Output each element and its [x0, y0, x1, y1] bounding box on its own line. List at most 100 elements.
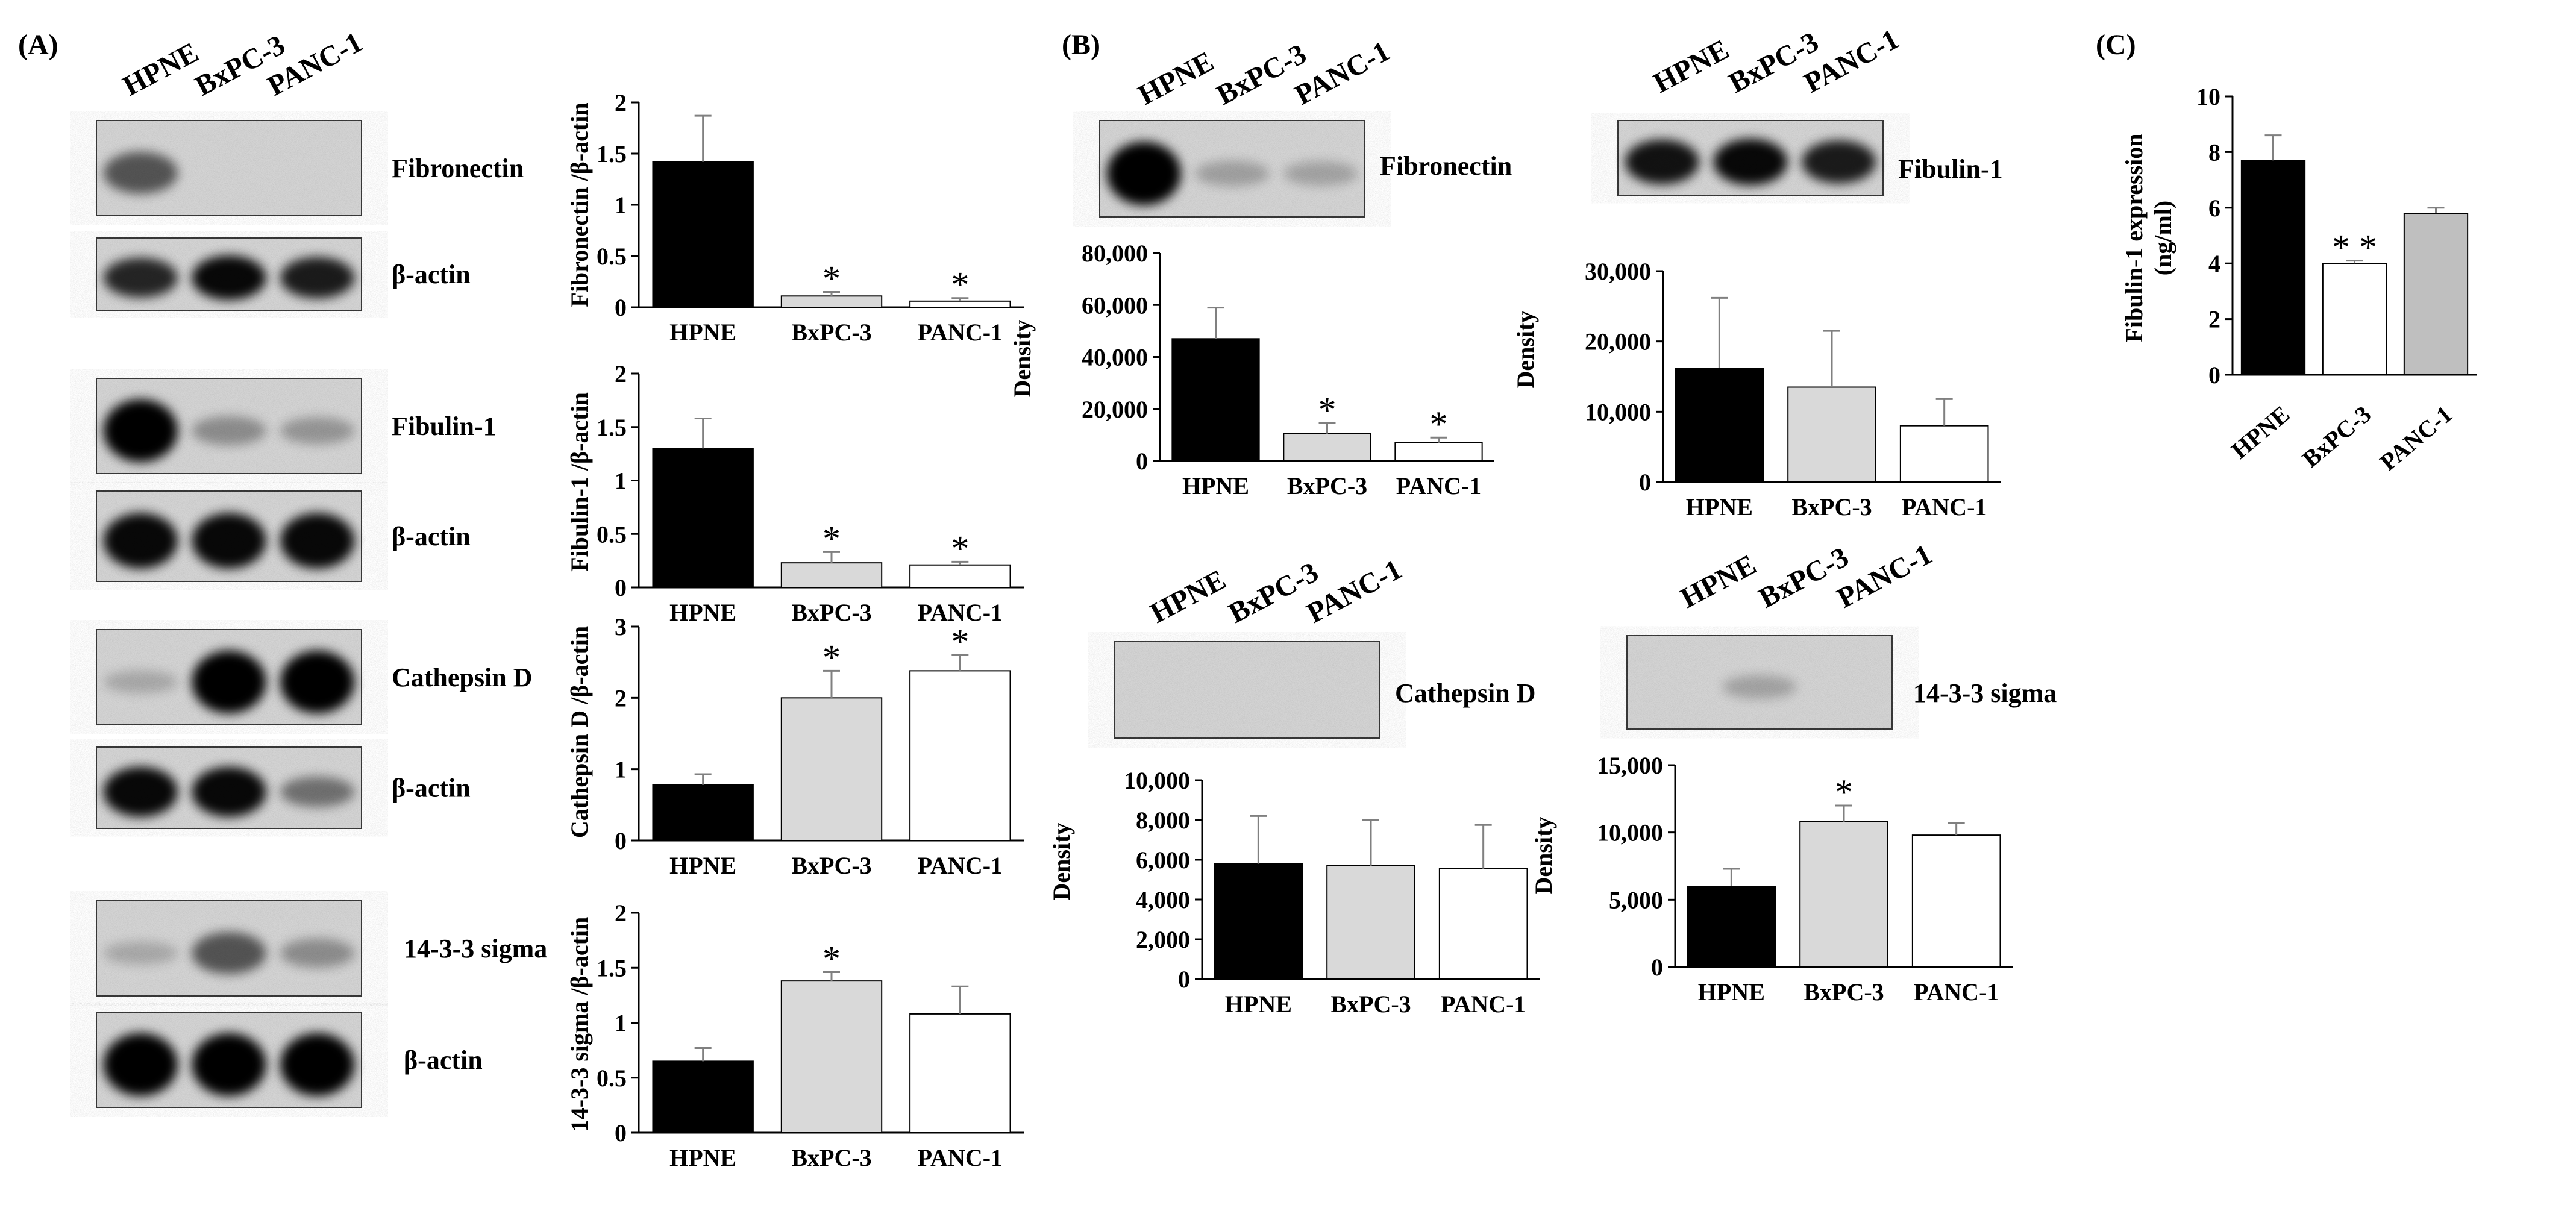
y-tick-label: 2 — [2208, 306, 2220, 333]
blot-a-1-band — [280, 257, 355, 299]
blot-a-7-band — [103, 1033, 178, 1097]
blot-a-6-band — [280, 938, 355, 968]
category-label: BxPC-3 — [1791, 493, 1872, 521]
y-tick-label: 1.5 — [597, 414, 627, 441]
y-tick-label: 0 — [615, 827, 627, 854]
y-tick-label: 2 — [615, 684, 627, 712]
y-tick-label: 20,000 — [1585, 328, 1651, 355]
blot-a-3-label: β-actin — [392, 522, 471, 551]
bar — [909, 1013, 1011, 1134]
panel-b1-lane-label: PANC-1 — [1290, 35, 1395, 111]
y-tick-label: 1 — [615, 1010, 627, 1037]
blot-a-1-band — [192, 255, 266, 300]
panel-a-lane-label: HPNE — [118, 36, 204, 102]
y-tick-label: 6 — [2208, 195, 2220, 222]
y-tick-label: 1.5 — [597, 954, 627, 981]
significance-mark: * — [823, 519, 841, 559]
blot-a-0-band — [103, 152, 178, 194]
chart-5: 0 20,000 40,000 60,000 80,000 HPNE * BxPC-3 * PAN… — [1009, 240, 1494, 499]
y-tick-label: 2,000 — [1136, 926, 1190, 953]
chart-7: 0 2,000 4,000 6,000 8,000 10,000 HPNE BxPC-3 PAN… — [1048, 767, 1540, 1018]
bar — [652, 784, 754, 841]
y-tick-label: 0 — [615, 574, 627, 601]
y-tick-label: 30,000 — [1585, 258, 1651, 285]
panel-b4-lane-label: HPNE — [1675, 548, 1761, 614]
blot-a-5-label: β-actin — [392, 774, 471, 803]
blot-b-3-band — [1722, 675, 1797, 699]
significance-mark: * — [823, 939, 841, 979]
blot-a-6-label: 14-3-3 sigma — [404, 934, 547, 963]
y-tick-label: 2 — [615, 900, 627, 927]
panel-b1-lane-label: HPNE — [1133, 45, 1219, 111]
y-tick-label: 0 — [1651, 954, 1663, 981]
blot-a-7-band — [280, 1033, 355, 1097]
significance-mark: * — [823, 259, 841, 299]
chart-3: 0 1 2 3 HPNE * BxPC-3 * PANC-1 Cathepsin D /β-act… — [566, 613, 1024, 879]
category-label: HPNE — [1225, 990, 1292, 1018]
blot-b-2-texture — [1115, 642, 1380, 738]
category-label: HPNE — [669, 319, 736, 346]
bar — [780, 697, 883, 842]
y-tick-label: 10 — [2196, 83, 2220, 110]
bar — [2240, 160, 2306, 375]
bar — [1911, 834, 2001, 968]
y-tick-label: 0 — [1178, 966, 1190, 993]
panel-b2-lane-label: HPNE — [1648, 33, 1734, 99]
y-tick-label: 10,000 — [1124, 767, 1190, 794]
category-label: BxPC-3 — [1287, 472, 1367, 499]
y-tick-label: 0 — [1639, 469, 1651, 496]
bar — [652, 448, 754, 588]
y-axis-label: 14-3-3 sigma /β-actin — [566, 917, 593, 1132]
y-tick-label: 10,000 — [1597, 819, 1663, 847]
y-tick-label: 1 — [615, 468, 627, 495]
panel-b3-lane-label: HPNE — [1145, 563, 1231, 629]
y-tick-label: 4,000 — [1136, 886, 1190, 913]
category-label: PANC-1 — [918, 319, 1003, 346]
category-label: PANC-1 — [1914, 978, 1999, 1006]
y-tick-label: 1 — [615, 192, 627, 219]
y-axis-label: Fibulin-1 expression(ng/ml) — [2120, 133, 2176, 342]
y-tick-label: 0.5 — [597, 521, 627, 548]
bar — [1283, 433, 1371, 462]
bar — [1899, 425, 1989, 483]
y-axis-label: Density — [1048, 823, 1075, 901]
category-label: BxPC-3 — [1330, 990, 1411, 1018]
y-tick-label: 4 — [2208, 250, 2220, 277]
category-label: BxPC-3 — [791, 1144, 871, 1171]
significance-mark: * * — [2332, 228, 2377, 268]
y-axis-label-line: Fibulin-1 expression — [2120, 133, 2148, 342]
blot-a-4-band — [280, 650, 355, 714]
panel-b-letter: (B) — [1062, 29, 1100, 61]
blot-a-5-band — [103, 766, 178, 817]
panel-b2-lane-label: PANC-1 — [1799, 23, 1904, 99]
panel-a-letter: (A) — [18, 29, 58, 61]
bar — [2403, 213, 2469, 375]
bar — [780, 980, 883, 1134]
significance-mark: * — [951, 265, 969, 305]
category-label: HPNE — [1698, 978, 1765, 1006]
blots-layer: HPNEBxPC-3PANC-1Fibronectinβ-actinFibuli… — [96, 23, 2057, 1108]
blot-a-2-label: Fibulin-1 — [392, 412, 497, 441]
category-label: HPNE — [1686, 493, 1753, 521]
blot-a-4-band — [103, 670, 178, 694]
category-label: HPNE — [669, 852, 736, 879]
y-tick-label: 5,000 — [1609, 886, 1663, 913]
blot-a-2-band — [280, 417, 355, 445]
blot-a-7-label: β-actin — [404, 1045, 483, 1075]
blot-a-4-band — [192, 650, 266, 714]
chart-6: 0 10,000 20,000 30,000 HPNE BxPC-3 PANC-1 Densi… — [1512, 258, 2001, 521]
y-axis-label-line: (ng/ml) — [2149, 201, 2176, 275]
bar — [652, 1060, 754, 1133]
category-label: HPNE — [2226, 400, 2295, 464]
bar — [2322, 263, 2387, 376]
bar — [780, 562, 883, 588]
bar — [1438, 868, 1528, 980]
y-tick-label: 40,000 — [1082, 344, 1148, 371]
y-tick-label: 8,000 — [1136, 807, 1190, 834]
significance-mark: * — [1430, 404, 1448, 444]
y-tick-label: 0.5 — [597, 243, 627, 270]
blot-a-6-band — [192, 932, 266, 974]
blot-b-0-band — [1195, 160, 1270, 187]
chart-4: 0 0.5 1 1.5 2 HPNE * BxPC-3 PANC-1 14-3-3 sigma /… — [566, 900, 1024, 1171]
